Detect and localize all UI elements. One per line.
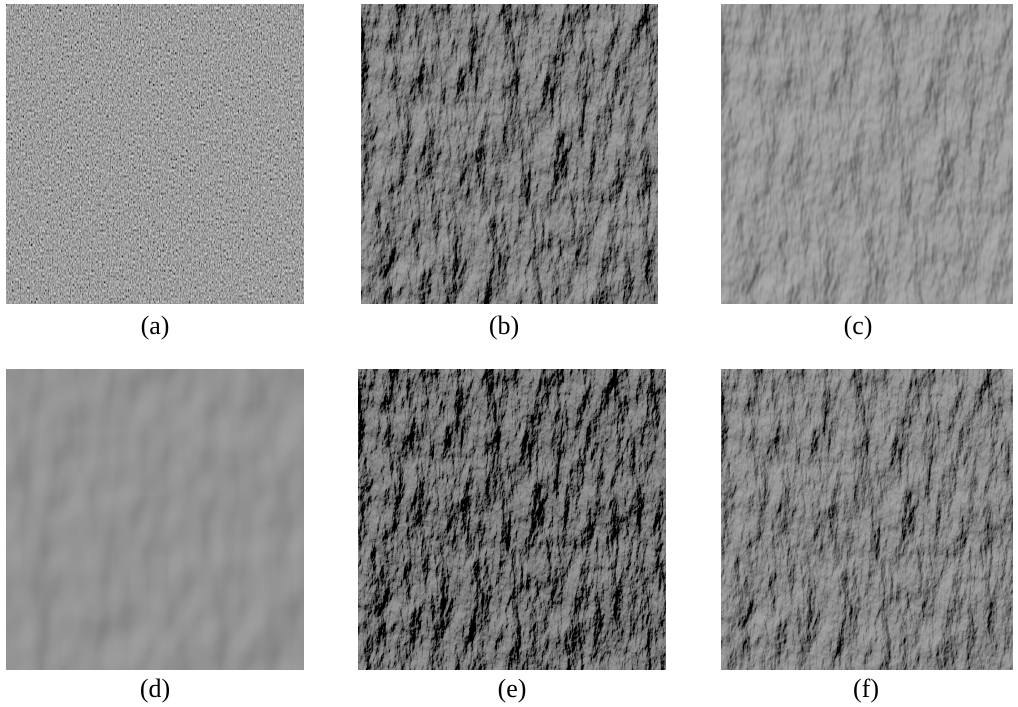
caption-e: (e) <box>497 674 527 703</box>
caption-a: (a) <box>140 311 170 340</box>
texture-image-e <box>358 369 666 670</box>
caption-f: (f) <box>853 674 879 703</box>
texture-image-f <box>721 369 1013 670</box>
texture-image-b <box>361 4 658 304</box>
texture-image-d <box>6 369 304 670</box>
texture-image-a <box>6 4 304 304</box>
caption-b: (b) <box>488 311 520 340</box>
texture-image-c <box>721 4 1013 304</box>
caption-d: (d) <box>139 674 171 703</box>
caption-c: (c) <box>843 311 873 340</box>
